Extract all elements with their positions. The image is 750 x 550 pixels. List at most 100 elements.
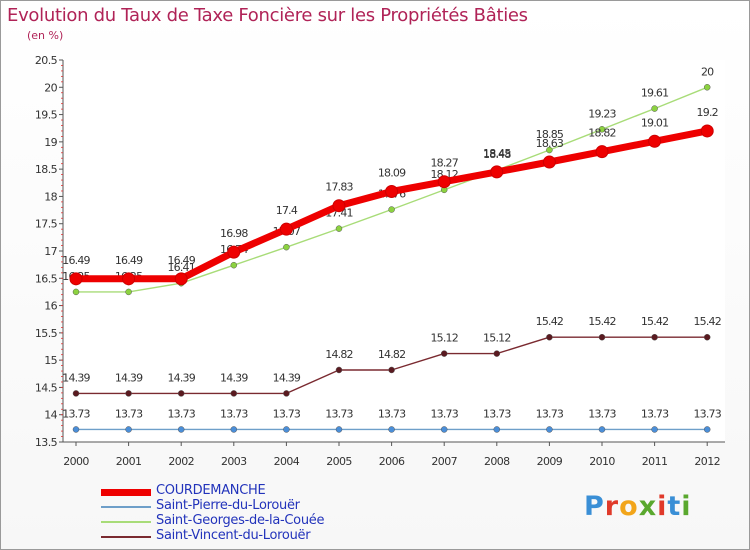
data-label: 14.82 [325, 348, 353, 361]
data-point [437, 175, 451, 189]
logo-letter: i [681, 491, 692, 522]
data-point [335, 225, 343, 232]
x-tick-label: 2005 [326, 455, 352, 468]
x-tick-label: 2000 [63, 455, 89, 468]
y-tick-label: 19.5 [35, 109, 58, 122]
data-point [174, 272, 188, 286]
data-point [335, 426, 343, 433]
logo-letter: o [619, 491, 639, 522]
data-label: 13.73 [483, 407, 511, 420]
data-label: 15.42 [588, 315, 616, 328]
data-point [230, 426, 238, 433]
data-point [700, 124, 714, 138]
y-tick-label: 14.5 [35, 381, 58, 394]
legend-swatch [101, 536, 151, 538]
legend-item: COURDEMANCHE [101, 483, 461, 500]
data-label: 15.12 [430, 332, 458, 345]
logo-letter: r [604, 491, 620, 522]
data-point [703, 426, 711, 433]
data-point [440, 350, 448, 357]
legend: COURDEMANCHE Saint-Pierre-du-Lorouër Saint… [101, 483, 461, 545]
data-label: 18.48 [483, 148, 511, 161]
data-point [546, 333, 553, 341]
data-label: 18.45 [483, 147, 511, 160]
logo-letter: x [638, 491, 658, 522]
data-point [546, 146, 553, 154]
y-tick-label: 18.5 [35, 163, 58, 176]
data-label: 19.23 [588, 107, 616, 120]
data-point [493, 426, 501, 433]
data-point [72, 426, 80, 433]
data-point [493, 350, 501, 357]
data-point [595, 145, 609, 159]
legend-item: Saint-Georges-de-la-Couée [101, 513, 461, 530]
legend-label: Saint-Vincent-du-Lorouër [156, 528, 311, 543]
logo-letter: P [584, 491, 605, 522]
data-point [125, 426, 132, 433]
y-tick-label: 15.5 [35, 327, 58, 340]
data-point [385, 185, 399, 199]
unit-label: (en %) [27, 29, 64, 42]
data-point [72, 288, 80, 296]
legend-swatch [101, 489, 151, 496]
data-label: 14.39 [167, 371, 195, 384]
data-label: 15.42 [536, 315, 564, 328]
data-label: 13.73 [430, 407, 458, 420]
data-point [283, 243, 290, 251]
x-tick-label: 2006 [379, 455, 405, 468]
data-point [542, 155, 556, 169]
data-point [283, 426, 290, 433]
data-label: 13.73 [273, 407, 301, 420]
y-tick-label: 16.5 [35, 272, 58, 285]
data-label: 15.12 [483, 332, 511, 345]
legend-label: Saint-Georges-de-la-Couée [156, 513, 325, 528]
x-tick-label: 2008 [484, 455, 510, 468]
y-tick-label: 16 [44, 300, 57, 313]
data-point [69, 272, 83, 286]
data-point [388, 366, 395, 374]
data-label: 15.42 [693, 315, 721, 328]
y-tick-label: 15 [44, 354, 57, 367]
x-tick-label: 2010 [589, 455, 615, 468]
legend-swatch [101, 521, 151, 523]
chart-title: Evolution du Taux de Taxe Foncière sur l… [7, 5, 528, 26]
data-point [125, 288, 132, 296]
y-tick-label: 20 [44, 81, 57, 94]
logo-letter: t [667, 491, 682, 522]
data-label: 13.73 [378, 407, 406, 420]
data-label: 13.73 [167, 407, 195, 420]
data-point [598, 426, 606, 433]
data-label: 18.09 [378, 167, 406, 180]
data-label: 18.82 [588, 127, 616, 140]
data-point [651, 105, 658, 112]
data-label: 16.98 [220, 227, 248, 240]
data-label: 18.27 [430, 157, 458, 170]
line-chart: 13.5 14 14.5 15 15.5 16 16.5 17 17.5 18 18.5 19 19.5… [35, 54, 725, 468]
data-label: 13.73 [641, 407, 669, 420]
data-label: 20 [701, 65, 714, 78]
data-point [598, 126, 606, 133]
data-point [227, 245, 241, 259]
logo-letter: i [657, 491, 668, 522]
legend-item: Saint-Pierre-du-Lorouër [101, 498, 461, 515]
data-point [125, 390, 132, 397]
data-point [122, 272, 136, 286]
legend-item: Saint-Vincent-du-Lorouër [101, 528, 461, 545]
data-label: 13.73 [115, 407, 143, 420]
data-point [177, 390, 185, 397]
data-label: 14.39 [220, 371, 248, 384]
data-point [72, 390, 80, 397]
data-label: 15.42 [641, 315, 669, 328]
data-point [332, 199, 346, 213]
data-label: 13.73 [62, 407, 90, 420]
data-label: 18.63 [536, 137, 564, 150]
data-point [177, 426, 185, 433]
data-label: 18.85 [536, 128, 564, 141]
data-label: 19.61 [641, 87, 669, 100]
data-label: 13.73 [536, 407, 564, 420]
data-point [335, 366, 343, 374]
y-tick-label: 14 [44, 409, 57, 422]
data-point [703, 333, 711, 341]
data-point [279, 222, 293, 236]
x-tick-label: 2002 [168, 455, 194, 468]
